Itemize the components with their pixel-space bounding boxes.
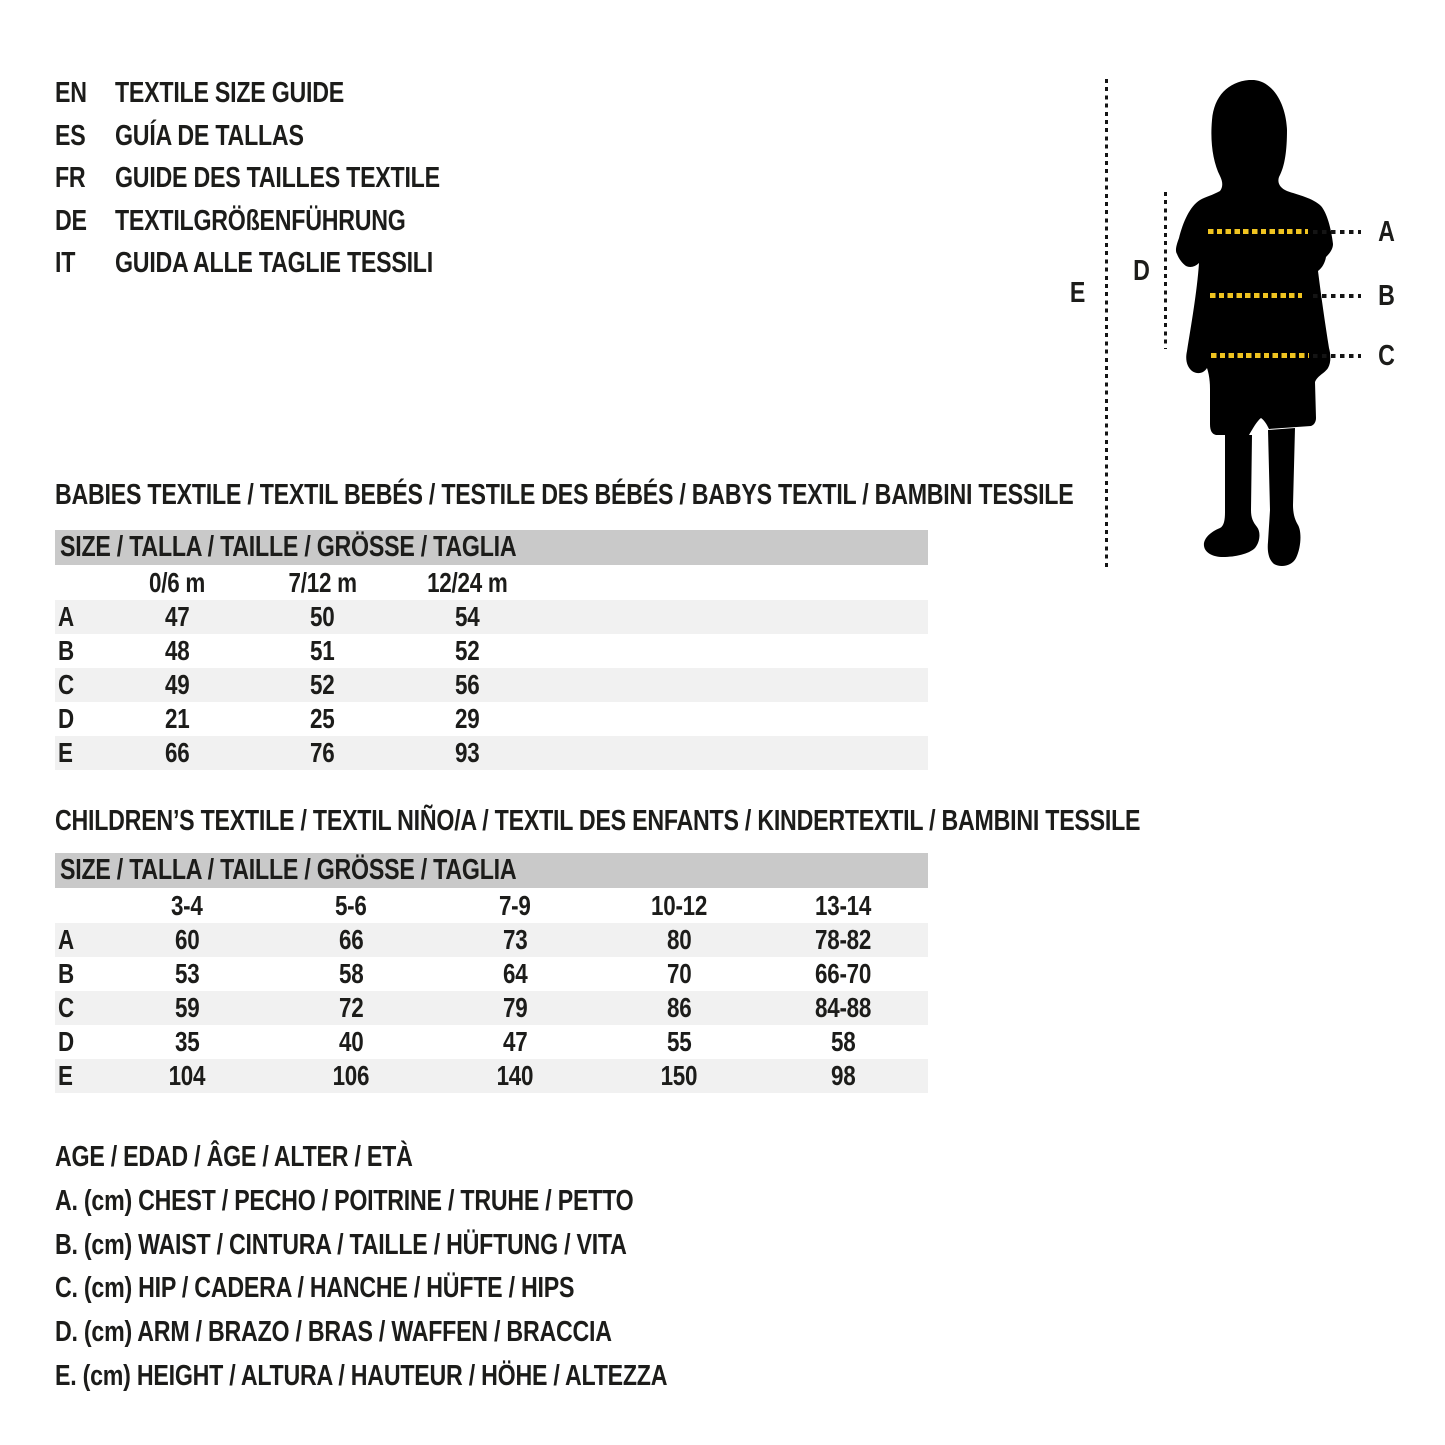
measure-label-c: C — [1377, 340, 1395, 372]
children-row-d: D 35 40 47 55 58 — [58, 1026, 856, 1057]
title-en: TEXTILE SIZE GUIDE — [115, 77, 344, 109]
babies-column-header-row: 0/6 m 7/12 m 12/24 m — [55, 565, 928, 600]
babies-row-b: B 48 51 52 — [58, 635, 480, 666]
babies-col-0-6m: 0/6 m — [149, 566, 206, 598]
height-measure-line-e — [1105, 79, 1108, 567]
children-section-title: CHILDREN’S TEXTILE / TEXTIL NIÑO/A / TEX… — [55, 805, 1141, 837]
babies-row-e: E 66 76 93 — [55, 736, 928, 770]
children-row-c: C 59 72 79 86 84-88 — [55, 991, 928, 1025]
title-de: TEXTILGRÖßENFÜHRUNG — [115, 205, 406, 237]
chest-dash-line-a — [1208, 229, 1308, 234]
children-table: SIZE / TALLA / TAILLE / GRÖSSE / TAGLIA … — [55, 853, 928, 1093]
hip-leader-dots-c — [1313, 354, 1361, 358]
children-col-10-12: 10-12 — [650, 889, 708, 921]
hip-dash-line-c — [1211, 353, 1309, 358]
measure-label-d: D — [1132, 255, 1150, 287]
measure-label-e: E — [1070, 277, 1086, 309]
babies-size-header-bar: SIZE / TALLA / TAILLE / GRÖSSE / TAGLIA — [55, 530, 928, 565]
children-row-b: B 53 58 64 70 66-70 — [58, 958, 872, 989]
lang-code-it: IT — [55, 247, 76, 279]
legend-age: AGE / EDAD / ÂGE / ALTER / ETÀ — [55, 1141, 413, 1173]
lang-code-en: EN — [55, 77, 87, 109]
chest-leader-dots-a — [1313, 230, 1361, 234]
waist-leader-dots-b — [1313, 294, 1361, 298]
children-col-7-9: 7-9 — [499, 889, 531, 921]
babies-section-title: BABIES TEXTILE / TEXTIL BEBÉS / TESTILE … — [55, 479, 1074, 511]
legend-height: E. (cm) HEIGHT / ALTURA / HAUTEUR / HÖHE… — [55, 1360, 668, 1392]
measure-label-a: A — [1377, 216, 1395, 248]
title-fr: GUIDE DES TAILLES TEXTILE — [115, 162, 440, 194]
children-col-3-4: 3-4 — [171, 889, 203, 921]
babies-col-7-12m: 7/12 m — [288, 566, 357, 598]
measure-label-b: B — [1377, 280, 1395, 312]
children-column-header-row: 3-4 5-6 7-9 10-12 13-14 — [55, 888, 928, 923]
babies-table: SIZE / TALLA / TAILLE / GRÖSSE / TAGLIA … — [55, 530, 928, 770]
children-row-a: A 60 66 73 80 78-82 — [55, 923, 928, 957]
legend-waist: B. (cm) WAIST / CINTURA / TAILLE / HÜFTU… — [55, 1229, 627, 1261]
legend-chest: A. (cm) CHEST / PECHO / POITRINE / TRUHE… — [55, 1185, 634, 1217]
child-silhouette — [1175, 80, 1333, 566]
waist-dash-line-b — [1210, 293, 1302, 298]
babies-col-12-24m: 12/24 m — [427, 566, 508, 598]
babies-size-header-text: SIZE / TALLA / TAILLE / GRÖSSE / TAGLIA — [60, 531, 517, 563]
children-row-e: E 104 106 140 150 98 — [55, 1059, 928, 1093]
title-es: GUÍA DE TALLAS — [115, 120, 304, 152]
arm-measure-line-d — [1164, 192, 1167, 349]
children-col-13-14: 13-14 — [814, 889, 872, 921]
lang-code-de: DE — [55, 205, 87, 237]
lang-code-fr: FR — [55, 162, 86, 194]
children-size-header-text: SIZE / TALLA / TAILLE / GRÖSSE / TAGLIA — [60, 854, 517, 886]
babies-row-c: C 49 52 56 — [55, 668, 928, 702]
babies-row-a: A 47 50 54 — [55, 600, 928, 634]
legend-arm: D. (cm) ARM / BRAZO / BRAS / WAFFEN / BR… — [55, 1316, 612, 1348]
children-col-5-6: 5-6 — [335, 889, 367, 921]
lang-code-es: ES — [55, 120, 86, 152]
legend-hip: C. (cm) HIP / CADERA / HANCHE / HÜFTE / … — [55, 1272, 575, 1304]
title-it: GUIDA ALLE TAGLIE TESSILI — [115, 247, 433, 279]
children-size-header-bar: SIZE / TALLA / TAILLE / GRÖSSE / TAGLIA — [55, 853, 928, 888]
babies-row-d: D 21 25 29 — [58, 703, 480, 734]
